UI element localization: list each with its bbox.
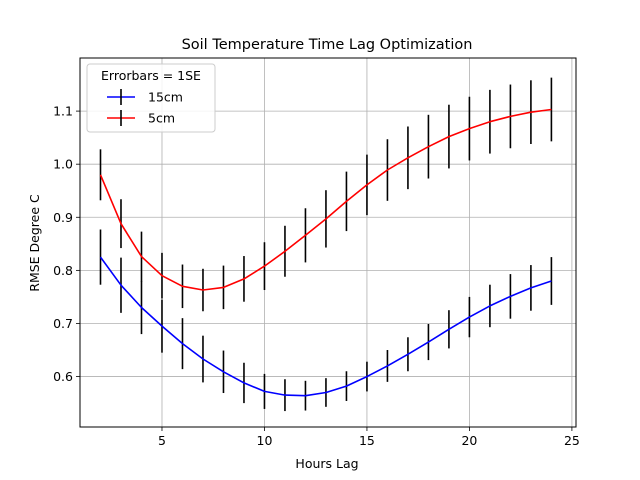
x-axis-label: Hours Lag: [295, 456, 358, 471]
series-line-5cm: [99, 108, 552, 291]
y-tick-label: 0.7: [53, 316, 73, 331]
legend-title: Errorbars = 1SE: [101, 68, 201, 83]
y-tick-label: 0.9: [53, 210, 73, 225]
chart-title: Soil Temperature Time Lag Optimization: [182, 37, 473, 53]
x-axis-ticks: 5 10 15 20 25: [158, 427, 580, 448]
legend-items: 15cm 5cm: [107, 89, 183, 126]
y-tick-label: 0.6: [53, 369, 73, 384]
y-axis-ticks: 0.6 0.7 0.8 0.9 1.0 1.1: [53, 104, 80, 384]
x-tick-label: 5: [158, 433, 166, 448]
legend-box: [86, 63, 216, 133]
series-line-15cm: [99, 256, 552, 397]
y-tick-label: 1.1: [53, 104, 73, 119]
x-tick-label: 15: [359, 433, 375, 448]
legend: Errorbars = 1SE 15cm 5cm: [86, 63, 216, 133]
plot-frame: [79, 57, 577, 428]
y-tick-label: 0.8: [53, 263, 73, 278]
x-tick-label: 20: [461, 433, 477, 448]
x-tick-label: 25: [564, 433, 580, 448]
y-tick-label: 1.0: [53, 157, 73, 172]
legend-label-5cm: 5cm: [148, 111, 175, 126]
legend-label-15cm: 15cm: [148, 90, 183, 105]
series-lines: [99, 108, 552, 397]
x-tick-label: 10: [257, 433, 273, 448]
y-axis-label: RMSE Degree C: [27, 194, 42, 292]
